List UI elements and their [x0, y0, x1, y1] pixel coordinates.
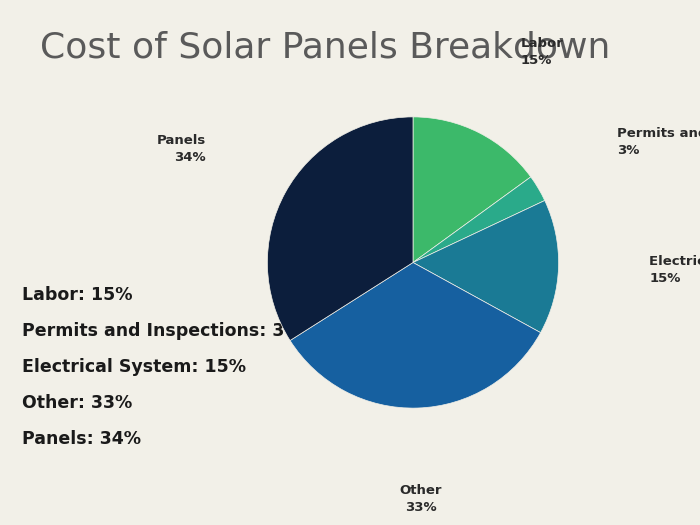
Text: Panels
34%: Panels 34%: [156, 133, 206, 163]
Text: Labor: 15%: Labor: 15%: [22, 286, 132, 304]
Text: Electrical System: 15%: Electrical System: 15%: [22, 358, 246, 376]
Wedge shape: [413, 177, 545, 262]
Text: Permits and Inspections: 3%: Permits and Inspections: 3%: [22, 322, 302, 340]
Wedge shape: [290, 262, 540, 408]
Wedge shape: [413, 117, 531, 262]
Text: Panels: 34%: Panels: 34%: [22, 430, 141, 448]
Wedge shape: [267, 117, 413, 341]
Text: Electrical Syste
15%: Electrical Syste 15%: [650, 255, 700, 285]
Text: Other: 33%: Other: 33%: [22, 394, 132, 412]
Wedge shape: [413, 201, 559, 333]
Text: Labor
15%: Labor 15%: [520, 37, 564, 67]
Text: Other
33%: Other 33%: [399, 484, 442, 514]
Text: Cost of Solar Panels Breakdown: Cost of Solar Panels Breakdown: [40, 30, 610, 64]
Text: Permits and Inspec
3%: Permits and Inspec 3%: [617, 127, 700, 157]
